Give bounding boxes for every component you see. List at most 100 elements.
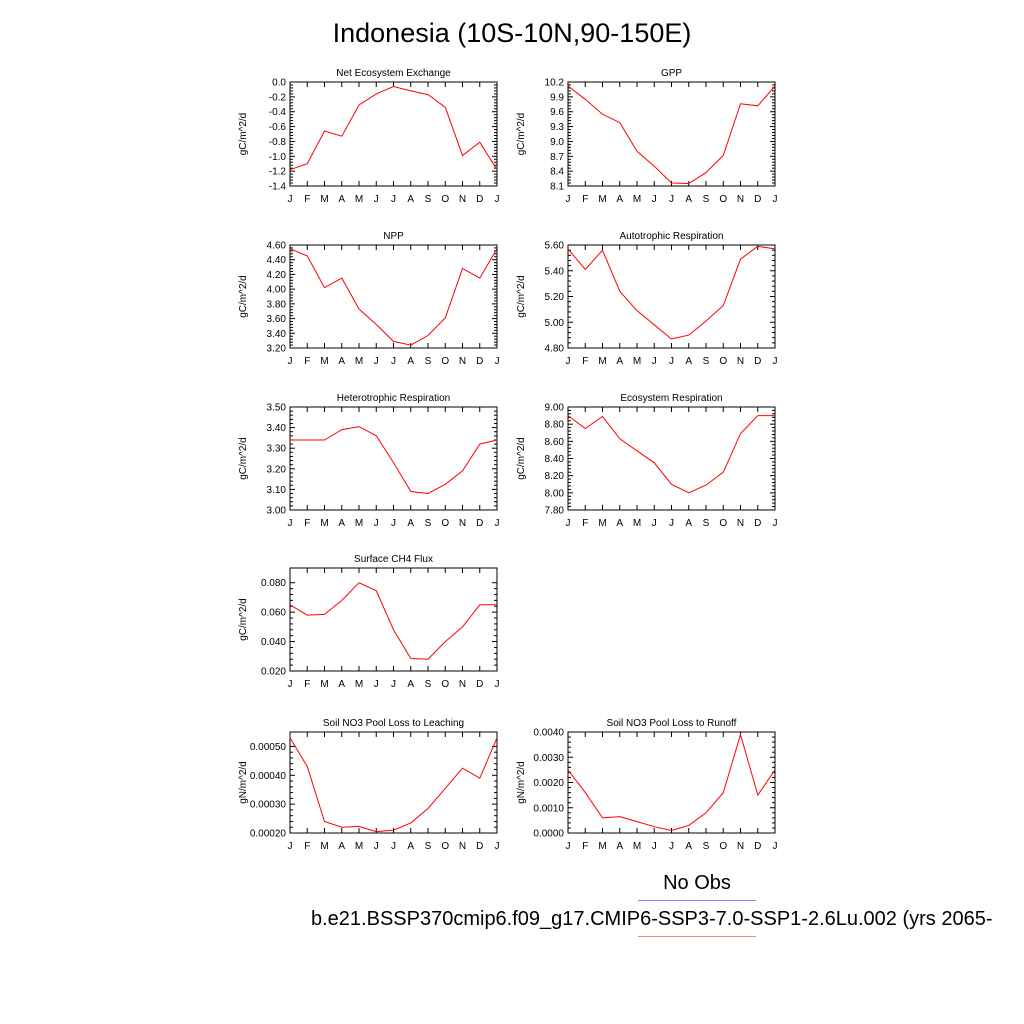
- x-tick-label: J: [652, 356, 657, 367]
- y-tick-label: 5.00: [545, 318, 565, 329]
- x-tick-label: J: [391, 194, 396, 205]
- panel-title: Net Ecosystem Exchange: [336, 68, 451, 79]
- y-tick-label: 4.40: [267, 255, 287, 266]
- x-tick-label: D: [754, 194, 761, 205]
- x-tick-label: F: [582, 194, 588, 205]
- y-tick-label: 3.50: [267, 403, 287, 414]
- y-tick-label: 9.0: [550, 137, 564, 148]
- x-tick-label: J: [773, 356, 778, 367]
- x-tick-label: F: [304, 194, 310, 205]
- chart-panel-8: Soil NO3 Pool Loss to LeachinggN/m^2/d0.…: [238, 718, 500, 852]
- chart-panel-7: Surface CH4 Flux gC/m^2/d 0.080 0.060 0.040 0…: [238, 554, 500, 690]
- x-tick-label: J: [288, 356, 293, 367]
- x-tick-label: J: [374, 356, 379, 367]
- x-tick-label: J: [288, 841, 293, 852]
- x-tick-label: A: [407, 679, 414, 690]
- panel-title: NPP: [383, 231, 404, 242]
- x-tick-label: J: [374, 194, 379, 205]
- y-tick-label: -1.2: [269, 167, 287, 178]
- y-tick-label: 0.040: [261, 637, 286, 648]
- y-tick-label: 0.080: [261, 578, 286, 589]
- chart-panel-1: Net Ecosystem Exchange gC/m^2/d 0.0 -0.2 -0.…: [238, 68, 500, 205]
- x-tick-label: D: [476, 356, 483, 367]
- x-tick-label: A: [685, 841, 692, 852]
- x-tick-label: J: [495, 518, 500, 529]
- x-tick-label: M: [355, 679, 363, 690]
- x-tick-label: O: [719, 841, 727, 852]
- y-tick-label: 0.0040: [533, 728, 564, 739]
- x-tick-label: O: [719, 194, 727, 205]
- x-tick-label: M: [320, 194, 328, 205]
- y-tick-label: 0.0: [272, 78, 286, 89]
- x-tick-label: J: [288, 194, 293, 205]
- x-tick-label: D: [476, 679, 483, 690]
- chart-panel-5: Heterotrophic Respiration gC/m^2/d 3.50 3.4…: [238, 393, 500, 529]
- panel-title: Ecosystem Respiration: [620, 393, 722, 404]
- series-line: [567, 245, 776, 340]
- x-tick-label: O: [441, 841, 449, 852]
- y-tick-label: 0.0030: [533, 753, 564, 764]
- y-tick-label: 0.0000: [533, 829, 564, 840]
- x-tick-label: O: [441, 518, 449, 529]
- x-tick-label: J: [652, 841, 657, 852]
- x-tick-label: S: [425, 194, 432, 205]
- y-tick-label: 4.20: [267, 270, 287, 281]
- y-tick-label: 4.00: [267, 285, 287, 296]
- x-tick-label: S: [425, 841, 432, 852]
- y-tick-label: 0.020: [261, 667, 286, 678]
- x-tick-label: J: [288, 518, 293, 529]
- y-axis-label: gN/m^2/d: [238, 761, 249, 804]
- y-tick-label: 3.10: [267, 485, 287, 496]
- y-tick-label: 0.00040: [250, 771, 287, 782]
- x-tick-label: N: [459, 841, 466, 852]
- chart-panel-9: Soil NO3 Pool Loss to Runoff gN/m^2/d 0.00…: [516, 718, 778, 852]
- y-tick-label: 9.00: [545, 403, 565, 414]
- series-line: [567, 85, 776, 185]
- y-axis-label: gC/m^2/d: [516, 275, 527, 318]
- x-tick-label: F: [304, 356, 310, 367]
- panel-title: Surface CH4 Flux: [354, 554, 433, 565]
- x-tick-label: J: [669, 841, 674, 852]
- x-tick-label: D: [754, 356, 761, 367]
- y-tick-label: 0.0020: [533, 778, 564, 789]
- y-tick-label: 8.00: [545, 488, 565, 499]
- x-tick-label: M: [633, 356, 641, 367]
- x-tick-label: S: [425, 518, 432, 529]
- y-axis-label: gC/m^2/d: [516, 113, 527, 156]
- x-tick-label: A: [616, 194, 623, 205]
- legend-obs-line: [638, 900, 756, 901]
- x-tick-label: A: [338, 518, 345, 529]
- x-tick-label: A: [685, 518, 692, 529]
- x-tick-label: S: [703, 194, 710, 205]
- y-tick-label: 0.00020: [250, 829, 287, 840]
- panel-title: Soil NO3 Pool Loss to Runoff: [607, 718, 737, 729]
- x-tick-label: M: [598, 356, 606, 367]
- x-tick-label: O: [719, 356, 727, 367]
- series-line: [289, 737, 498, 833]
- plot-frame: [567, 81, 776, 187]
- x-tick-label: M: [633, 841, 641, 852]
- x-tick-label: J: [566, 841, 571, 852]
- x-tick-label: J: [773, 518, 778, 529]
- x-tick-label: J: [566, 356, 571, 367]
- x-tick-label: J: [773, 841, 778, 852]
- x-tick-label: M: [320, 841, 328, 852]
- x-tick-label: J: [495, 194, 500, 205]
- x-tick-label: M: [320, 518, 328, 529]
- x-tick-label: O: [441, 194, 449, 205]
- plot-frame: [289, 244, 498, 349]
- x-tick-label: A: [616, 841, 623, 852]
- x-tick-label: J: [652, 194, 657, 205]
- x-tick-label: S: [425, 679, 432, 690]
- y-tick-label: 3.20: [267, 464, 287, 475]
- panel-title: GPP: [661, 68, 682, 79]
- x-tick-label: O: [719, 518, 727, 529]
- figure-title: Indonesia (10S-10N,90-150E): [332, 18, 692, 48]
- x-tick-label: S: [703, 356, 710, 367]
- x-tick-label: D: [754, 518, 761, 529]
- series-line: [289, 248, 498, 346]
- x-tick-label: A: [407, 841, 414, 852]
- x-tick-label: J: [391, 679, 396, 690]
- y-tick-label: 5.20: [545, 292, 565, 303]
